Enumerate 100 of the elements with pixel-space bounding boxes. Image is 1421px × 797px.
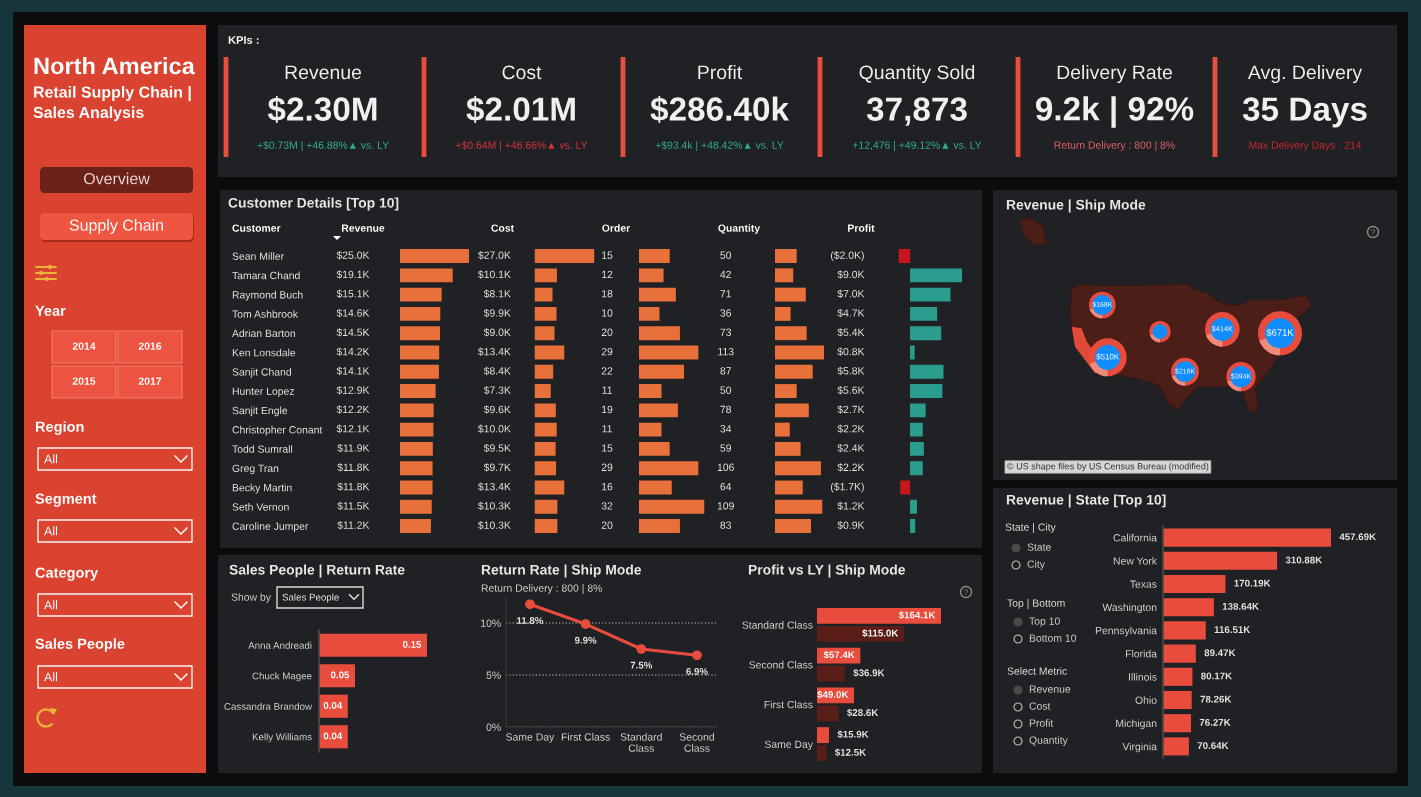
data-label: 20	[601, 521, 613, 529]
chart-title: Return Rate | Ship Mode	[481, 564, 642, 578]
bar	[775, 403, 809, 418]
chart-title: Customer Details [Top 10]	[228, 197, 399, 211]
data-label: ($2.0K)	[830, 251, 864, 261]
bar	[898, 249, 911, 263]
data-label: 106	[717, 463, 734, 471]
data-label: $2.2K	[837, 424, 865, 434]
y-tick-label: Virginia	[1122, 742, 1157, 753]
bar	[534, 287, 553, 302]
data-label: $8.4K	[483, 366, 511, 376]
data-label: 71	[720, 290, 731, 298]
data-label: 89.47K	[1204, 649, 1236, 657]
data-label: 12	[602, 270, 613, 279]
text: Avg. Delivery	[1247, 64, 1363, 84]
bar	[639, 249, 670, 263]
text: 35 Days	[1242, 97, 1367, 128]
bar	[1163, 644, 1196, 663]
bar	[400, 326, 441, 341]
bar	[639, 268, 664, 283]
bar	[400, 249, 469, 263]
data-label: 78.26K	[1200, 695, 1232, 703]
bar	[400, 268, 453, 283]
data-label: 80.17K	[1201, 672, 1233, 680]
data-label: $28.6K	[847, 708, 879, 717]
x-tick-label: Same Day	[506, 733, 555, 743]
y-tick-label: Raymond Buch	[232, 290, 303, 301]
bar	[817, 665, 845, 682]
y-tick-label: 10%	[481, 619, 501, 627]
bar	[534, 268, 557, 283]
data-label: 50	[720, 386, 732, 394]
data-label: 22	[601, 367, 613, 375]
text: Segment	[35, 493, 97, 507]
bar	[534, 364, 554, 379]
bar	[639, 441, 670, 456]
bar	[534, 326, 555, 341]
x-tick-label: Standard Class	[620, 733, 662, 752]
bar	[400, 461, 433, 476]
bar	[400, 287, 442, 302]
data-label: $49.0K	[817, 690, 849, 699]
y-tick-label: First Class	[764, 700, 813, 709]
data-label: $15.1K	[336, 289, 370, 299]
data-label: $12.5K	[834, 748, 867, 757]
data-label: 11.8%	[517, 617, 544, 624]
data-label: $5.4K	[837, 328, 865, 337]
text: 2014	[72, 342, 96, 350]
data-label: 36	[720, 309, 732, 317]
y-tick-label: Becky Martin	[232, 483, 292, 494]
text: Select Metric	[1007, 667, 1067, 675]
y-tick-label: 5%	[486, 671, 501, 679]
text: Revenue | Ship Mode	[1006, 199, 1146, 213]
y-tick-label: Sanjit Chand	[232, 367, 291, 378]
text: Quantity Sold	[859, 64, 975, 84]
data-label: $14.6K	[336, 308, 370, 318]
bar	[1163, 574, 1226, 594]
bar	[817, 727, 830, 744]
bar	[910, 268, 962, 283]
data-label: 0.04	[323, 701, 343, 709]
data-label: 50	[720, 251, 732, 259]
text: Bottom 10	[1029, 634, 1077, 642]
data-label: 73	[720, 328, 732, 336]
bar	[1163, 667, 1193, 686]
data-label: $10.3K	[477, 521, 511, 530]
bar	[639, 519, 680, 533]
bar	[817, 607, 941, 624]
bar	[534, 249, 595, 263]
bar	[817, 625, 904, 642]
data-label: $8.1K	[483, 289, 511, 299]
bar	[639, 499, 705, 514]
data-label: 310.88K	[1285, 556, 1323, 564]
text: All	[44, 672, 58, 682]
data-label: $12.2K	[336, 405, 370, 414]
text: Category	[35, 567, 99, 581]
bar	[400, 345, 440, 360]
bar	[1163, 528, 1331, 547]
text: 9.2k | 92%	[1035, 96, 1194, 128]
data-label: 18	[602, 290, 613, 298]
data-label: 15	[602, 444, 613, 452]
data-label: $14.2K	[336, 347, 370, 356]
data-label: $13.4K	[477, 482, 511, 491]
data-label: 0.05	[330, 671, 350, 679]
y-tick-label: Sean Miller	[232, 252, 284, 260]
text: Region	[35, 421, 84, 435]
bar	[1163, 551, 1278, 570]
data-label: $7.0K	[837, 289, 865, 299]
data-label: 70.64K	[1197, 742, 1229, 750]
y-tick-label: Todd Sumrall	[232, 445, 293, 453]
data-label: 76.27K	[1199, 718, 1231, 726]
x-axis-title: Revenue	[341, 224, 385, 232]
data-label: 78	[720, 405, 732, 414]
point	[525, 599, 535, 610]
data-label: 7.5%	[630, 661, 653, 669]
text: KPIs :	[228, 36, 259, 44]
chart-title: Profit vs LY | Ship Mode	[748, 564, 906, 578]
data-label: $10.3K	[477, 501, 511, 511]
bar	[775, 364, 813, 379]
x-axis-title: Cost	[491, 224, 514, 232]
bar	[639, 403, 678, 418]
text: Show by	[231, 593, 271, 603]
data-label: 87	[720, 367, 731, 375]
